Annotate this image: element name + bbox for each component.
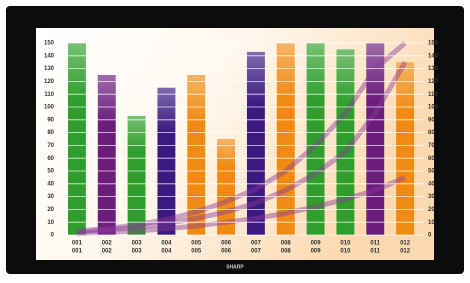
y2-tick-label: 60: [428, 156, 435, 162]
x-sub-label: 012: [400, 249, 411, 255]
y-tick-label: 100: [44, 105, 55, 111]
x-sub-label: 003: [132, 249, 143, 255]
x-tick-label: 011: [370, 241, 380, 247]
y2-tick-label: 10: [428, 220, 435, 226]
y-tick-label: 110: [44, 92, 54, 98]
y2-tick-label: 50: [428, 169, 435, 175]
bar-shine: [247, 52, 265, 235]
x-tick-label: 008: [281, 241, 292, 247]
x-sub-label: 001: [72, 249, 83, 255]
bar-shine: [128, 116, 146, 235]
y-tick-label: 120: [44, 79, 55, 85]
x-tick-label: 002: [102, 241, 113, 247]
y-tick-label: 70: [47, 143, 54, 149]
y2-tick-label: 140: [428, 53, 439, 59]
y-tick-label: 140: [44, 53, 55, 59]
y2-tick-label: 70: [428, 143, 435, 149]
x-tick-label: 006: [221, 241, 232, 247]
x-sub-label: 011: [370, 249, 380, 255]
y2-tick-label: 90: [428, 117, 435, 123]
y2-tick-label: 30: [428, 194, 435, 200]
monitor: SHARP 001 010 20 20 30 30 40 40 50 50 60 60 70 70 80 80…: [0, 0, 470, 283]
y-tick-label: 80: [47, 130, 54, 136]
y-tick-label: 150: [44, 41, 55, 47]
bar-shine: [68, 43, 86, 235]
x-sub-label: 002: [102, 249, 113, 255]
y2-tick-label: 110: [428, 92, 438, 98]
y2-tick-label: 40: [428, 181, 435, 187]
y2-tick-label: 80: [428, 130, 435, 136]
x-sub-label: 005: [191, 249, 202, 255]
x-tick-label: 010: [340, 241, 351, 247]
bar-shine: [277, 43, 295, 235]
x-tick-label: 005: [191, 241, 202, 247]
y-tick-label: 60: [47, 156, 54, 162]
x-sub-label: 009: [311, 249, 322, 255]
brand-logo: SHARP: [226, 264, 244, 270]
x-sub-label: 008: [281, 249, 292, 255]
x-tick-label: 012: [400, 241, 411, 247]
x-tick-label: 001: [72, 241, 83, 247]
y-tick-label: 20: [47, 207, 54, 213]
y2-tick-label: 130: [428, 66, 439, 72]
y-tick-label: 10: [47, 220, 54, 226]
x-tick-label: 003: [132, 241, 143, 247]
bar-shine: [157, 88, 175, 235]
y2-tick-label: 100: [428, 105, 439, 111]
y-tick-label: 130: [44, 66, 55, 72]
x-tick-label: 009: [311, 241, 322, 247]
y-tick-label: 90: [47, 117, 54, 123]
bar-shine: [98, 75, 116, 235]
y-tick-label: 50: [47, 169, 54, 175]
y2-tick-label: 20: [428, 207, 435, 213]
y-tick-label: 40: [47, 181, 54, 187]
x-tick-label: 004: [161, 241, 172, 247]
x-tick-label: 007: [251, 241, 262, 247]
x-sub-label: 006: [221, 249, 232, 255]
x-sub-label: 004: [161, 249, 172, 255]
y2-tick-label: 150: [428, 41, 439, 47]
y2-tick-label: 120: [428, 79, 439, 85]
x-sub-label: 007: [251, 249, 262, 255]
x-sub-label: 010: [340, 249, 351, 255]
y-tick-label: 30: [47, 194, 54, 200]
